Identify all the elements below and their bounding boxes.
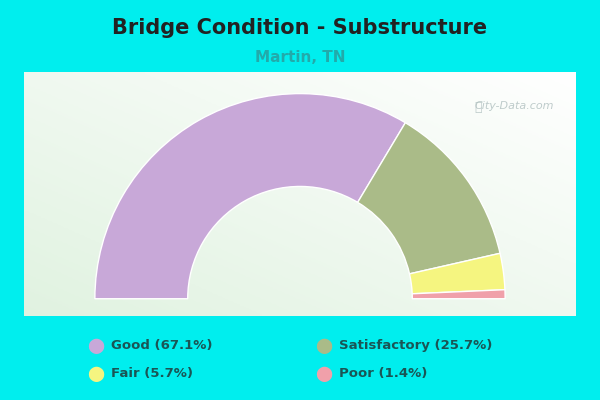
Wedge shape [95,94,406,299]
Text: Good (67.1%): Good (67.1%) [111,340,212,352]
Wedge shape [412,290,505,299]
Text: Martin, TN: Martin, TN [255,50,345,66]
Text: ⬤: ⬤ [88,338,104,354]
Wedge shape [358,123,500,274]
Wedge shape [409,253,505,294]
Text: ⬤: ⬤ [88,366,104,382]
Text: Poor (1.4%): Poor (1.4%) [339,368,427,380]
Text: ⬤: ⬤ [316,338,332,354]
Text: Bridge Condition - Substructure: Bridge Condition - Substructure [112,18,488,38]
Text: ⬤: ⬤ [316,366,332,382]
Text: Satisfactory (25.7%): Satisfactory (25.7%) [339,340,493,352]
Text: Fair (5.7%): Fair (5.7%) [111,368,193,380]
Text: ⌖: ⌖ [475,101,482,114]
Text: City-Data.com: City-Data.com [475,101,554,111]
